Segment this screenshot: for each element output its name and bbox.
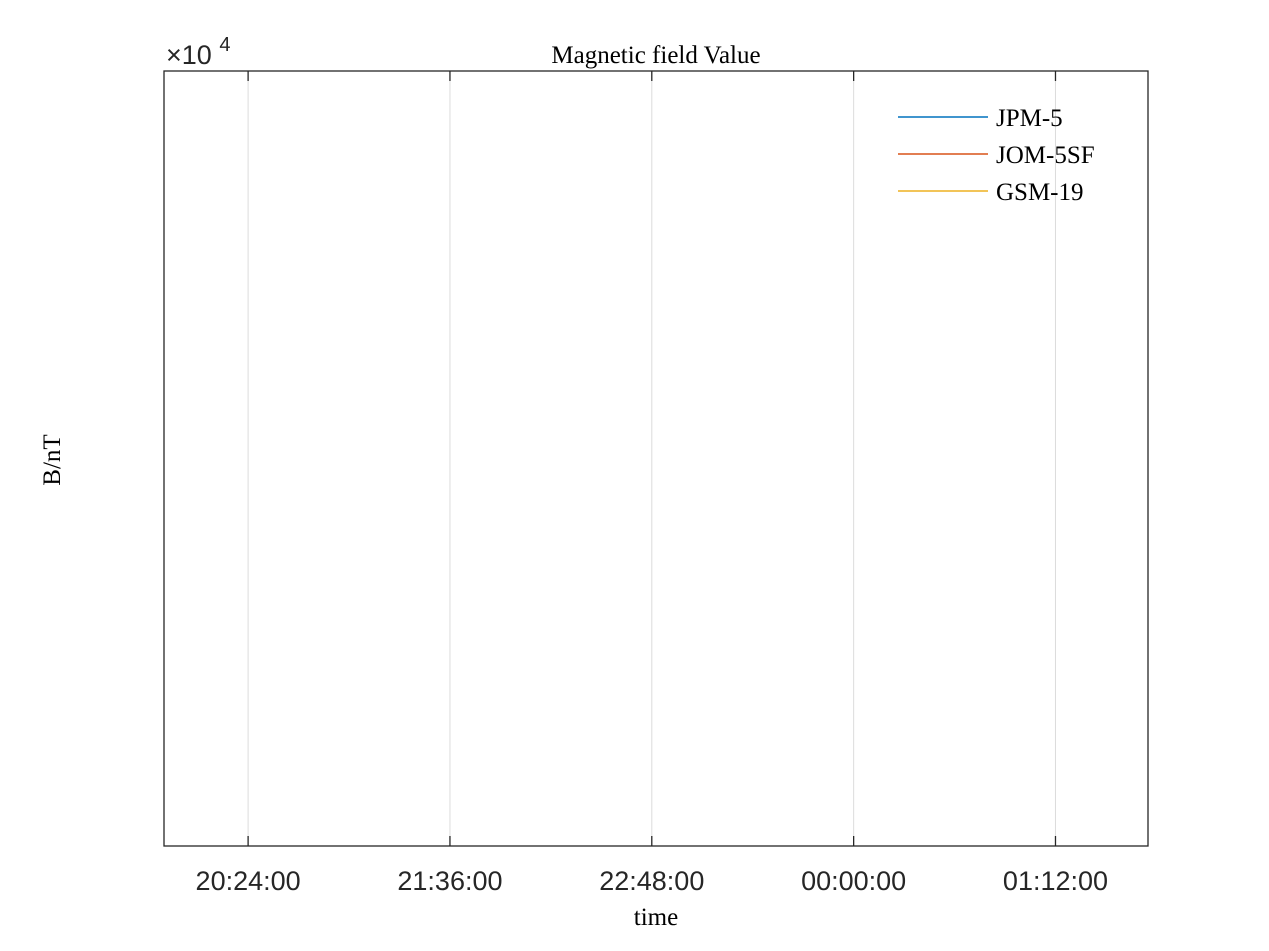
x-tick-label: 00:00:00 (801, 866, 906, 896)
legend-label-gsm19: GSM-19 (996, 179, 1084, 206)
y-exponent-label: ×10 4 (166, 34, 230, 70)
y-axis-label: B/nT (39, 434, 66, 485)
x-axis-label: time (634, 904, 678, 931)
x-tick-label: 01:12:00 (1003, 866, 1108, 896)
x-tick-labels: 20:24:00 21:36:00 22:48:00 00:00:00 01:12:00 (196, 866, 1108, 896)
y-exponent-base: ×10 (166, 40, 212, 70)
y-exponent-power: 4 (219, 34, 230, 56)
x-tick-label: 20:24:00 (196, 866, 301, 896)
legend-label-jom5sf: JOM-5SF (996, 142, 1095, 169)
grid (247, 71, 1056, 846)
x-tick-label: 21:36:00 (397, 866, 502, 896)
chart-title: Magnetic field Value (551, 42, 760, 69)
axes-box (163, 70, 1149, 847)
axis-ticks (247, 71, 1057, 846)
legend-label-jpm5: JPM-5 (996, 105, 1063, 132)
legend: JPM-5 JOM-5SF GSM-19 (898, 105, 1095, 206)
x-tick-label: 22:48:00 (599, 866, 704, 896)
